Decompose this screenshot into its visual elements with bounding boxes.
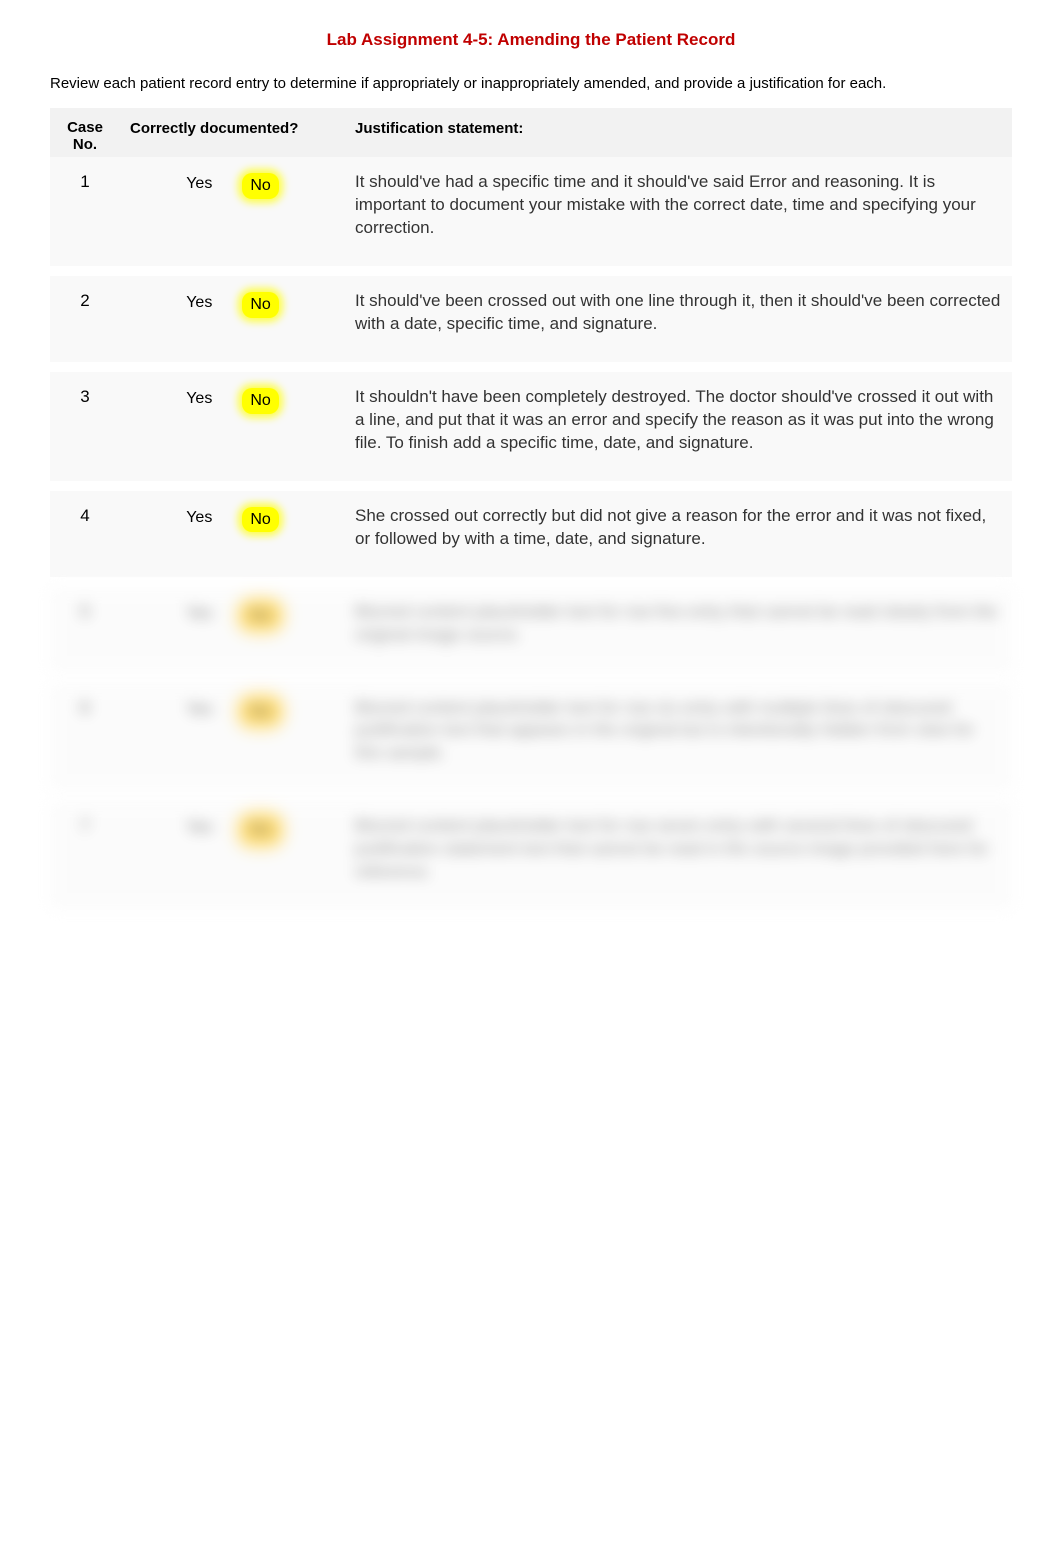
justification-cell: It shouldn't have been completely destro… bbox=[345, 372, 1012, 481]
yes-label: Yes bbox=[186, 507, 212, 529]
case-no-cell: 5 bbox=[50, 587, 120, 673]
row-spacer bbox=[50, 910, 1012, 920]
documented-cell: Yes No bbox=[120, 157, 345, 266]
no-highlight: No bbox=[242, 603, 278, 629]
documented-cell: Yes No bbox=[120, 372, 345, 481]
yes-label: Yes bbox=[186, 817, 212, 839]
no-highlight: No bbox=[242, 699, 278, 725]
table-header-row: Case No. Correctly documented? Justifica… bbox=[50, 108, 1012, 157]
table-row: 1 Yes No It should've had a specific tim… bbox=[50, 157, 1012, 266]
documented-cell: Yes No bbox=[120, 276, 345, 362]
yes-label: Yes bbox=[186, 603, 212, 625]
justification-cell: Blurred content placeholder text for row… bbox=[345, 683, 1012, 792]
header-correctly-documented: Correctly documented? bbox=[120, 108, 345, 157]
documented-cell: Yes No bbox=[120, 683, 345, 792]
case-no-cell: 1 bbox=[50, 157, 120, 266]
table-row-blurred: 6 Yes No Blurred content placeholder tex… bbox=[50, 683, 1012, 792]
row-spacer bbox=[50, 577, 1012, 587]
yes-label: Yes bbox=[186, 292, 212, 314]
justification-cell: Blurred content placeholder text for row… bbox=[345, 801, 1012, 910]
row-spacer bbox=[50, 481, 1012, 491]
header-justification: Justification statement: bbox=[345, 108, 1012, 157]
justification-cell: Blurred content placeholder text for row… bbox=[345, 587, 1012, 673]
yes-label: Yes bbox=[186, 699, 212, 721]
header-case-no: Case No. bbox=[50, 108, 120, 157]
case-no-cell: 3 bbox=[50, 372, 120, 481]
row-spacer bbox=[50, 362, 1012, 372]
documented-cell: Yes No bbox=[120, 801, 345, 910]
case-no-cell: 4 bbox=[50, 491, 120, 577]
header-case-line1: Case bbox=[67, 119, 103, 136]
header-case-line2: No. bbox=[73, 136, 97, 153]
no-highlight: No bbox=[242, 817, 278, 843]
no-highlight: No bbox=[242, 507, 278, 533]
cases-table: Case No. Correctly documented? Justifica… bbox=[50, 108, 1012, 920]
justification-cell: She crossed out correctly but did not gi… bbox=[345, 491, 1012, 577]
row-spacer bbox=[50, 266, 1012, 276]
documented-cell: Yes No bbox=[120, 587, 345, 673]
table-row: 4 Yes No She crossed out correctly but d… bbox=[50, 491, 1012, 577]
intro-text: Review each patient record entry to dete… bbox=[50, 74, 1012, 94]
table-row-blurred: 7 Yes No Blurred content placeholder tex… bbox=[50, 801, 1012, 910]
no-highlight: No bbox=[242, 388, 278, 414]
documented-cell: Yes No bbox=[120, 491, 345, 577]
case-no-cell: 7 bbox=[50, 801, 120, 910]
row-spacer bbox=[50, 791, 1012, 801]
table-row: 3 Yes No It shouldn't have been complete… bbox=[50, 372, 1012, 481]
case-no-cell: 6 bbox=[50, 683, 120, 792]
no-highlight: No bbox=[242, 292, 278, 318]
page-title: Lab Assignment 4-5: Amending the Patient… bbox=[50, 30, 1012, 50]
yes-label: Yes bbox=[186, 388, 212, 410]
table-row-blurred: 5 Yes No Blurred content placeholder tex… bbox=[50, 587, 1012, 673]
justification-cell: It should've been crossed out with one l… bbox=[345, 276, 1012, 362]
no-highlight: No bbox=[242, 173, 278, 199]
case-no-cell: 2 bbox=[50, 276, 120, 362]
yes-label: Yes bbox=[186, 173, 212, 195]
table-row: 2 Yes No It should've been crossed out w… bbox=[50, 276, 1012, 362]
justification-cell: It should've had a specific time and it … bbox=[345, 157, 1012, 266]
row-spacer bbox=[50, 673, 1012, 683]
